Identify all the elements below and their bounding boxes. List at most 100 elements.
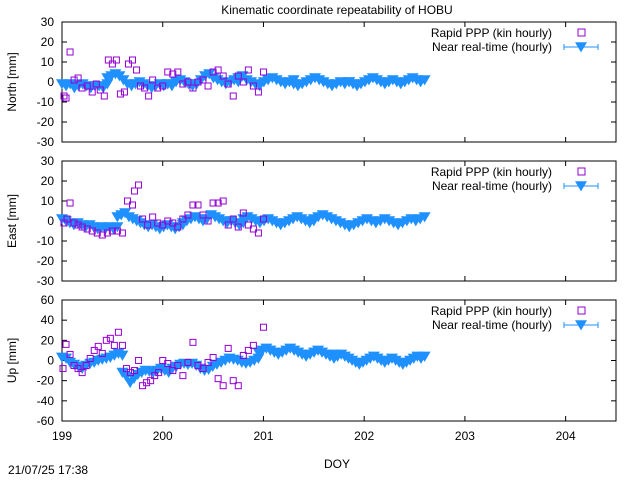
rapid-point bbox=[139, 215, 147, 223]
panel-3: -60 -40 -20 0 20 40 60 199 200 201 202 203 204 Up [mm… bbox=[5, 293, 617, 443]
rapid-point bbox=[159, 82, 167, 90]
legend-label-rapid: Rapid PPP (kin hourly) bbox=[431, 26, 552, 40]
rapid-point bbox=[259, 68, 267, 76]
rapid-point bbox=[133, 66, 141, 74]
legend: Rapid PPP (kin hourly)Near real-time (ho… bbox=[431, 304, 599, 332]
rapid-point bbox=[86, 354, 94, 362]
rapid-point bbox=[234, 382, 242, 390]
rapid-point bbox=[104, 56, 112, 64]
rapid-point bbox=[184, 78, 192, 86]
rapid-point bbox=[244, 221, 252, 229]
rapid-point bbox=[83, 225, 91, 233]
rapid-point bbox=[204, 82, 212, 90]
rapid-point bbox=[144, 221, 152, 229]
rapid-point bbox=[78, 223, 86, 231]
legend-label-nrt: Near real-time (hourly) bbox=[432, 179, 552, 193]
x-tick-label: 204 bbox=[556, 429, 576, 443]
rapid-point bbox=[214, 199, 222, 207]
rapid-point bbox=[93, 229, 101, 237]
rapid-point bbox=[164, 360, 172, 368]
rapid-point bbox=[239, 78, 247, 86]
rapid-point bbox=[78, 84, 86, 92]
rapid-point bbox=[234, 72, 242, 80]
rapid-point bbox=[129, 201, 137, 209]
nrt-point bbox=[101, 79, 114, 90]
y-axis-label: Up [mm] bbox=[5, 338, 19, 383]
series-near-real-time bbox=[56, 69, 431, 94]
x-axis-label: DOY bbox=[324, 457, 350, 471]
legend: Rapid PPP (kin hourly)Near real-time (ho… bbox=[431, 26, 599, 54]
nrt-point bbox=[418, 75, 431, 86]
rapid-point bbox=[143, 379, 151, 387]
rapid-point bbox=[66, 350, 74, 358]
rapid-point bbox=[189, 201, 197, 209]
y-tick-label: 30 bbox=[41, 154, 55, 168]
rapid-point bbox=[204, 359, 212, 367]
rapid-point bbox=[88, 88, 96, 96]
rapid-point bbox=[229, 92, 237, 100]
rapid-point bbox=[164, 217, 172, 225]
rapid-point bbox=[62, 94, 70, 102]
rapid-point bbox=[254, 229, 262, 237]
rapid-point bbox=[219, 382, 227, 390]
panel-2: -30 -20 -10 0 10 20 30 East [mm] Rapid PPP (kin … bbox=[5, 154, 617, 288]
rapid-point bbox=[70, 219, 78, 227]
legend-marker-square bbox=[577, 28, 586, 37]
rapid-point bbox=[155, 369, 163, 377]
rapid-point bbox=[259, 323, 267, 331]
rapid-point bbox=[249, 341, 257, 349]
x-tick-label: 202 bbox=[354, 429, 374, 443]
rapid-point bbox=[159, 221, 167, 229]
rapid-point bbox=[66, 48, 74, 56]
rapid-point bbox=[179, 80, 187, 88]
rapid-point bbox=[102, 336, 110, 344]
y-tick-label: -30 bbox=[37, 274, 55, 288]
rapid-point bbox=[219, 72, 227, 80]
rapid-point bbox=[179, 372, 187, 380]
y-tick-label: -30 bbox=[37, 135, 55, 149]
nrt-point bbox=[418, 212, 431, 223]
rapid-point bbox=[66, 199, 74, 207]
legend-label-nrt: Near real-time (hourly) bbox=[432, 40, 552, 54]
rapid-point bbox=[214, 66, 222, 74]
y-tick-label: -40 bbox=[37, 394, 55, 408]
rapid-point bbox=[123, 197, 131, 205]
y-tick-label: 0 bbox=[47, 75, 54, 89]
rapid-point bbox=[199, 365, 207, 373]
series-rapid-ppp bbox=[60, 48, 267, 102]
rapid-point bbox=[59, 365, 67, 373]
y-tick-label: 10 bbox=[41, 194, 55, 208]
rapid-point bbox=[135, 357, 143, 364]
y-tick-label: 60 bbox=[41, 293, 55, 307]
rapid-point bbox=[74, 365, 82, 373]
rapid-point bbox=[96, 86, 104, 94]
rapid-point bbox=[114, 328, 122, 336]
rapid-point bbox=[74, 74, 82, 82]
rapid-point bbox=[60, 92, 68, 100]
rapid-point bbox=[100, 92, 108, 100]
rapid-point bbox=[103, 229, 111, 237]
y-tick-label: 30 bbox=[41, 15, 55, 29]
rapid-point bbox=[259, 215, 267, 223]
y-tick-label: 20 bbox=[41, 333, 55, 347]
rapid-point bbox=[124, 60, 132, 68]
rapid-point bbox=[254, 88, 262, 96]
rapid-point bbox=[118, 341, 126, 349]
rapid-point bbox=[120, 88, 128, 96]
rapid-point bbox=[239, 351, 247, 359]
rapid-point bbox=[149, 76, 157, 84]
rapid-point bbox=[229, 215, 237, 223]
y-tick-label: 20 bbox=[41, 174, 55, 188]
rapid-point bbox=[204, 217, 212, 225]
y-axis-label: North [mm] bbox=[5, 52, 19, 111]
rapid-point bbox=[239, 209, 247, 217]
rapid-point bbox=[116, 90, 124, 98]
y-tick-label: 40 bbox=[41, 313, 55, 327]
legend-label-rapid: Rapid PPP (kin hourly) bbox=[431, 304, 552, 318]
rapid-point bbox=[169, 70, 177, 78]
rapid-point bbox=[174, 223, 182, 231]
rapid-point bbox=[249, 82, 257, 90]
rapid-point bbox=[110, 341, 118, 349]
nrt-point bbox=[252, 353, 265, 364]
